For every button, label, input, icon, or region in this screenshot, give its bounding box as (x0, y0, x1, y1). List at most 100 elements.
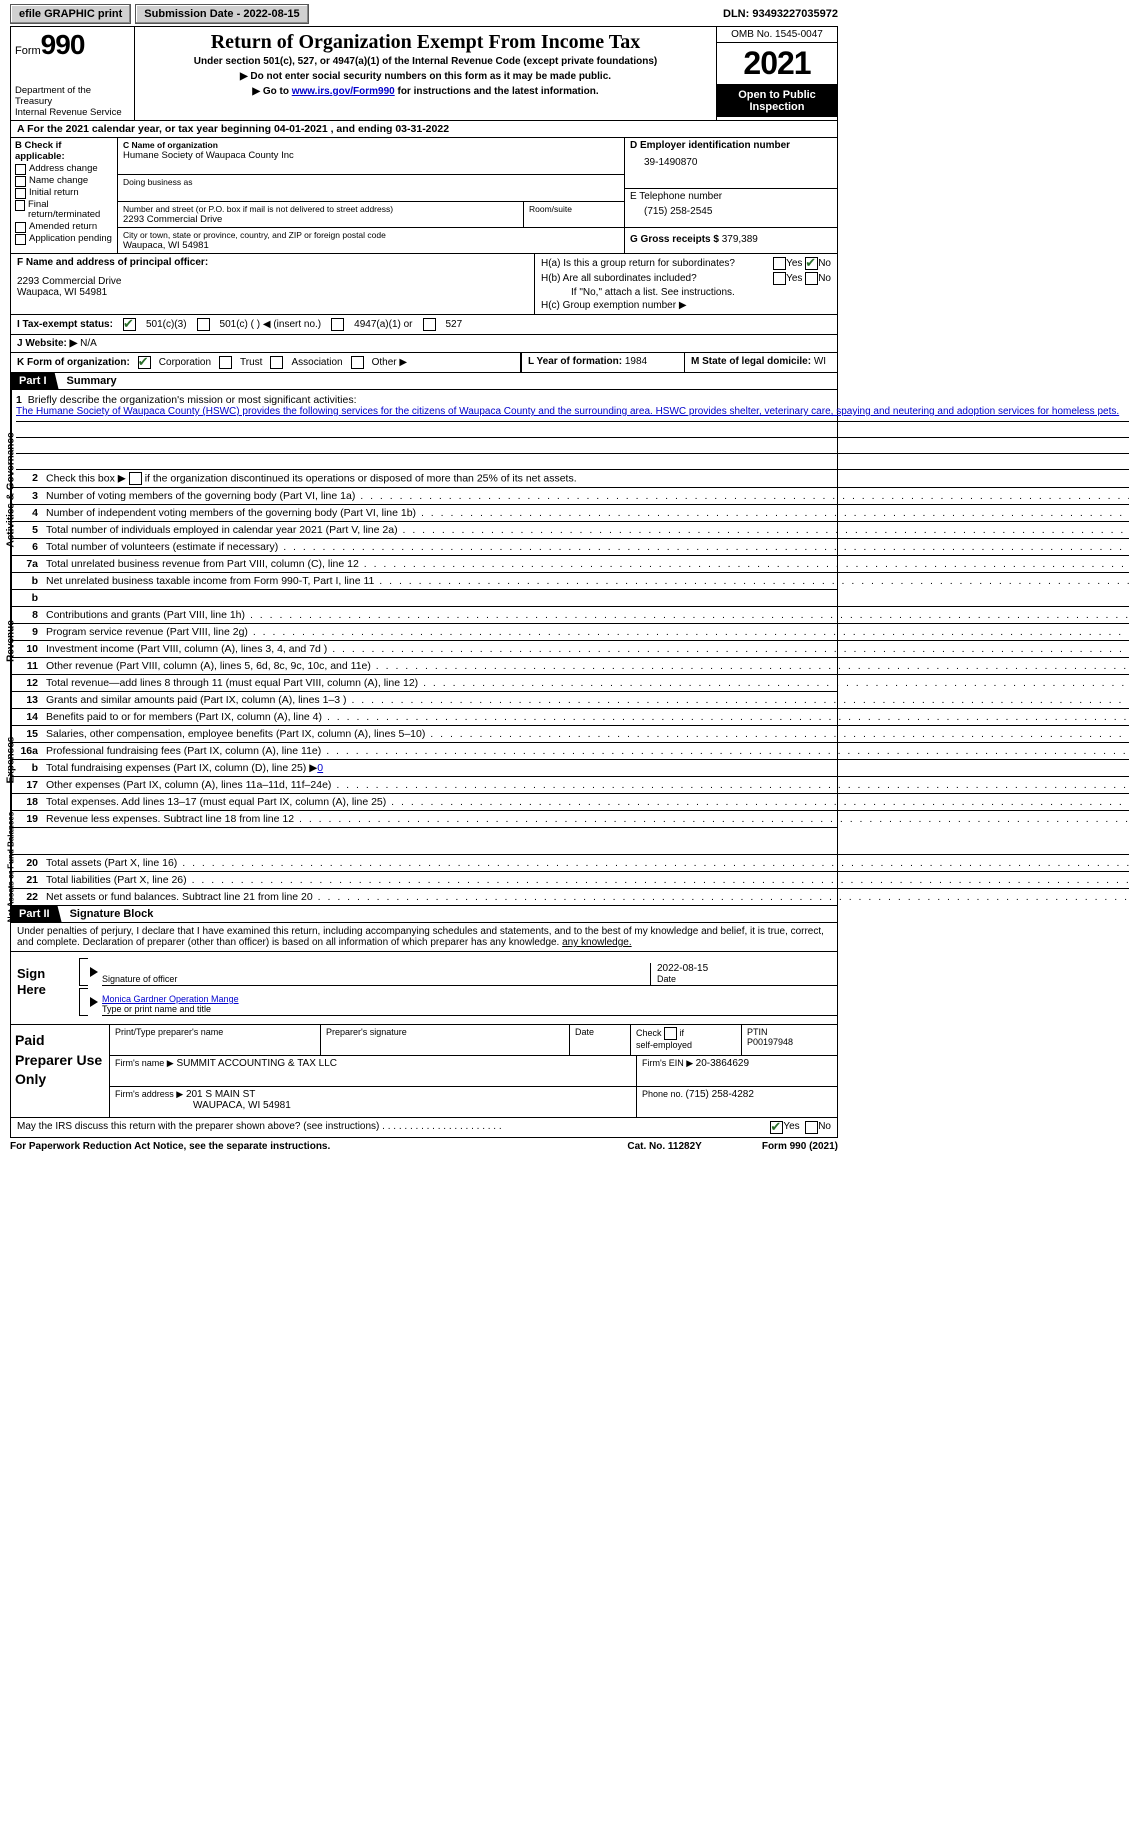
checkbox-trust[interactable] (219, 356, 232, 369)
opt-527: 527 (446, 319, 463, 330)
line8-text: Contributions and grants (Part VIII, lin… (42, 607, 1129, 623)
line20-text: Total assets (Part X, line 16) (42, 855, 1129, 871)
officer-signature-line[interactable]: Signature of officer (102, 962, 650, 986)
checkbox-address-change[interactable] (15, 164, 26, 175)
checkbox-line2[interactable] (129, 472, 142, 485)
checkbox-501c3[interactable] (123, 318, 136, 331)
line-a: A For the 2021 calendar year, or tax yea… (10, 121, 838, 138)
num-b-rev-header: b (12, 590, 42, 606)
line9-text: Program service revenue (Part VIII, line… (42, 624, 1129, 640)
tax-year: 2021 (717, 43, 837, 85)
opt-address-change: Address change (29, 164, 98, 174)
fundraising-link[interactable]: 0 (317, 762, 323, 774)
ptin-value: P00197948 (747, 1037, 832, 1047)
checkbox-corp[interactable] (138, 356, 151, 369)
form-number: 990 (41, 29, 85, 60)
gross-value: 379,389 (722, 234, 758, 245)
irs-label: Internal Revenue Service (15, 107, 130, 118)
num-2: 2 (12, 470, 42, 487)
checkbox-ha-no[interactable] (805, 257, 818, 270)
firm-addr2: WAUPACA, WI 54981 (193, 1100, 291, 1111)
part-i-header: Part I Summary (10, 373, 838, 390)
num-4: 4 (12, 505, 42, 521)
phone-label: Phone no. (642, 1089, 686, 1099)
form-title: Return of Organization Exempt From Incom… (141, 31, 710, 54)
gross-label: G Gross receipts $ (630, 234, 722, 245)
top-bar: efile GRAPHIC print Submission Date - 20… (10, 4, 838, 24)
checkbox-hb-yes[interactable] (773, 272, 786, 285)
checkbox-527[interactable] (423, 318, 436, 331)
paperwork-notice: For Paperwork Reduction Act Notice, see … (10, 1141, 330, 1152)
mission-blank-2 (16, 438, 1129, 454)
line13-text: Grants and similar amounts paid (Part IX… (42, 692, 1129, 708)
footer-final: For Paperwork Reduction Act Notice, see … (10, 1138, 838, 1155)
na-header-blank (42, 828, 1129, 854)
opt-amended: Amended return (29, 222, 97, 232)
officer-name-line[interactable]: Monica Gardner Operation Mange Type or p… (102, 994, 837, 1016)
checkbox-initial-return[interactable] (15, 188, 26, 199)
city-value: Waupaca, WI 54981 (123, 240, 619, 251)
part-ii-title: Signature Block (62, 906, 162, 922)
mission-text: The Humane Society of Waupaca County (HS… (16, 406, 1129, 422)
mission-blank-1 (16, 422, 1129, 438)
checkbox-ha-yes[interactable] (773, 257, 786, 270)
mission-blank-3 (16, 454, 1129, 470)
room-label: Room/suite (529, 204, 619, 214)
line7b-text: Net unrelated business taxable income fr… (42, 573, 1129, 589)
submission-date-button[interactable]: Submission Date - 2022-08-15 (135, 4, 308, 24)
form-header: Form990 Department of the Treasury Inter… (10, 26, 838, 121)
tel-label: E Telephone number (630, 191, 832, 202)
opt-4947: 4947(a)(1) or (354, 319, 412, 330)
box-d: D Employer identification number 39-1490… (624, 138, 837, 253)
sig-date-cell: 2022-08-15 Date (650, 963, 837, 986)
sidebar-revenue: Revenue (11, 590, 12, 691)
discuss-label: May the IRS discuss this return with the… (17, 1121, 379, 1134)
rev-header-blank (42, 590, 1129, 606)
num-6: 6 (12, 539, 42, 555)
line10-text: Investment income (Part VIII, column (A)… (42, 641, 1129, 657)
header-left: Form990 Department of the Treasury Inter… (11, 27, 135, 120)
box-b: B Check if applicable: Address change Na… (11, 138, 118, 253)
officer-addr1: 2293 Commercial Drive (17, 276, 528, 287)
header-right: OMB No. 1545-0047 2021 Open to Public In… (716, 27, 837, 120)
line14-text: Benefits paid to or for members (Part IX… (42, 709, 1129, 725)
signature-section: Under penalties of perjury, I declare th… (10, 923, 838, 1025)
checkbox-hb-no[interactable] (805, 272, 818, 285)
checkbox-self-employed[interactable] (664, 1027, 677, 1040)
submission-date-value: 2022-08-15 (243, 8, 299, 20)
checkbox-4947[interactable] (331, 318, 344, 331)
open-to-public: Open to Public Inspection (717, 85, 837, 117)
dba-label: Doing business as (123, 177, 619, 187)
ptin-label: PTIN (747, 1027, 832, 1037)
checkbox-discuss-yes[interactable] (770, 1121, 783, 1134)
firm-name: SUMMIT ACCOUNTING & TAX LLC (176, 1058, 337, 1069)
year-formation: 1984 (625, 356, 647, 367)
checkbox-501c[interactable] (197, 318, 210, 331)
header-subtitle2: ▶ Do not enter social security numbers o… (141, 71, 710, 82)
header-center: Return of Organization Exempt From Incom… (135, 27, 716, 120)
arrow-icon-2 (90, 997, 98, 1007)
checkbox-final-return[interactable] (15, 200, 25, 211)
checkbox-name-change[interactable] (15, 176, 26, 187)
prep-date-header: Date (570, 1025, 631, 1055)
footer-discuss-row: May the IRS discuss this return with the… (10, 1118, 838, 1138)
firm-addr1: 201 S MAIN ST (186, 1089, 255, 1100)
box-i-label: I Tax-exempt status: (17, 319, 113, 330)
section-expenses: Expenses 13Grants and similar amounts pa… (10, 692, 838, 828)
checkbox-assoc[interactable] (270, 356, 283, 369)
irs-link[interactable]: www.irs.gov/Form990 (292, 86, 395, 97)
street-label: Number and street (or P.O. box if mail i… (123, 204, 518, 214)
checkbox-app-pending[interactable] (15, 234, 26, 245)
website-value: N/A (80, 338, 97, 349)
omb-number: OMB No. 1545-0047 (717, 27, 837, 43)
part-ii-badge: Part II (11, 906, 62, 922)
checkbox-discuss-no[interactable] (805, 1121, 818, 1134)
box-c: C Name of organization Humane Society of… (118, 138, 624, 253)
line7a-text: Total unrelated business revenue from Pa… (42, 556, 1129, 572)
opt-initial-return: Initial return (29, 188, 79, 198)
sig-brace-1 (79, 958, 88, 986)
checkbox-amended[interactable] (15, 222, 26, 233)
efile-print-button[interactable]: efile GRAPHIC print (10, 4, 131, 24)
box-l-label: L Year of formation: (528, 356, 625, 367)
checkbox-other[interactable] (351, 356, 364, 369)
